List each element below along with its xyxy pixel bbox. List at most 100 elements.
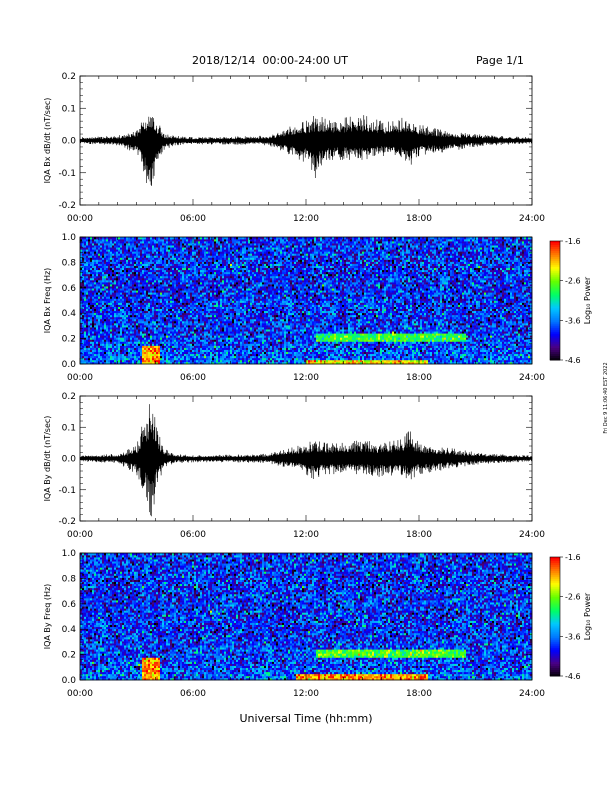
spectrogram-cell xyxy=(184,344,186,346)
spectrogram-cell xyxy=(184,350,186,352)
spectrogram-cell xyxy=(130,290,132,292)
spectrogram-cell xyxy=(180,333,182,335)
spectrogram-cell xyxy=(116,268,118,270)
spectrogram-cell xyxy=(182,270,184,272)
spectrogram-cell xyxy=(142,276,144,278)
spectrogram-cell xyxy=(176,339,178,341)
spectrogram-cell xyxy=(156,286,158,288)
spectrogram-cell xyxy=(162,251,164,253)
spectrogram-cell xyxy=(196,331,198,333)
spectrogram-cell xyxy=(196,296,198,298)
spectrogram-cell xyxy=(184,354,186,356)
spectrogram-cell xyxy=(196,358,198,360)
spectrogram-cell xyxy=(160,315,162,317)
spectrogram-cell xyxy=(120,239,122,241)
spectrogram-cell xyxy=(106,356,108,358)
spectrogram-cell xyxy=(106,309,108,311)
spectrogram-cell xyxy=(160,303,162,305)
y-tick-label: -0.1 xyxy=(58,169,76,179)
spectrogram-cell xyxy=(156,329,158,331)
spectrogram-cell xyxy=(90,294,92,296)
spectrogram-cell xyxy=(146,348,148,350)
spectrogram-cell xyxy=(100,290,102,292)
spectrogram-cell xyxy=(114,344,116,346)
spectrogram-cell xyxy=(192,255,194,257)
spectrogram-cell xyxy=(160,305,162,307)
spectrogram-cell xyxy=(124,331,126,333)
spectrogram-cell xyxy=(146,280,148,282)
spectrogram-cell xyxy=(86,239,88,241)
spectrogram-cell xyxy=(192,325,194,327)
spectrogram-cell xyxy=(88,348,90,350)
spectrogram-cell xyxy=(100,298,102,300)
spectrogram-cell xyxy=(110,241,112,243)
spectrogram-cell xyxy=(196,284,198,286)
spectrogram-cell xyxy=(166,249,168,251)
spectrogram-cell xyxy=(156,296,158,298)
spectrogram-cell xyxy=(130,313,132,315)
spectrogram-cell xyxy=(116,307,118,309)
spectrogram-cell xyxy=(112,303,114,305)
spectrogram-cell xyxy=(118,241,120,243)
spectrogram-cell xyxy=(170,325,172,327)
spectrogram-cell xyxy=(160,301,162,303)
spectrogram-cell xyxy=(94,339,96,341)
spectrogram-cell xyxy=(184,309,186,311)
spectrogram-cell xyxy=(186,290,188,292)
spectrogram-cell xyxy=(138,245,140,247)
spectrogram-cell xyxy=(92,354,94,356)
spectrogram-cell xyxy=(108,255,110,257)
spectrogram-cell xyxy=(106,303,108,305)
spectrogram-cell xyxy=(180,278,182,280)
spectrogram-cell xyxy=(180,274,182,276)
spectrogram-cell xyxy=(182,255,184,257)
spectrogram-cell xyxy=(96,348,98,350)
spectrogram-cell xyxy=(94,290,96,292)
spectrogram-cell xyxy=(148,319,150,321)
spectrogram-cell xyxy=(190,339,192,341)
spectrogram-cell xyxy=(114,323,116,325)
spectrogram-cell xyxy=(160,309,162,311)
spectrogram-cell xyxy=(182,346,184,348)
spectrogram-cell xyxy=(176,245,178,247)
spectrogram-cell xyxy=(178,315,180,317)
spectrogram-cell xyxy=(102,280,104,282)
spectrogram-cell xyxy=(126,309,128,311)
spectrogram-cell xyxy=(100,251,102,253)
spectrogram-cell xyxy=(100,309,102,311)
spectrogram-cell xyxy=(164,243,166,245)
spectrogram-cell xyxy=(160,296,162,298)
spectrogram-cell xyxy=(152,352,154,354)
spectrogram-cell xyxy=(186,282,188,284)
spectrogram-cell xyxy=(158,344,160,346)
spectrogram-cell xyxy=(172,323,174,325)
spectrogram-cell xyxy=(196,301,198,303)
spectrogram-cell xyxy=(178,348,180,350)
spectrogram-cell xyxy=(164,344,166,346)
spectrogram-cell xyxy=(172,356,174,358)
spectrogram-cell xyxy=(180,296,182,298)
spectrogram-cell xyxy=(198,344,200,346)
spectrogram-cell xyxy=(132,272,134,274)
spectrogram-cell xyxy=(168,284,170,286)
spectrogram-cell xyxy=(100,262,102,264)
spectrogram-cell xyxy=(178,333,180,335)
spectrogram-cell xyxy=(190,251,192,253)
spectrogram-cell xyxy=(168,319,170,321)
spectrogram-cell xyxy=(156,346,158,348)
spectrogram-cell xyxy=(128,284,130,286)
spectrogram-cell xyxy=(186,278,188,280)
spectrogram-cell xyxy=(170,360,172,362)
spectrogram-cell xyxy=(164,352,166,354)
spectrogram-cell xyxy=(176,315,178,317)
spectrogram-cell xyxy=(150,288,152,290)
spectrogram-cell xyxy=(182,356,184,358)
spectrogram-cell xyxy=(114,352,116,354)
spectrogram-cell xyxy=(156,327,158,329)
spectrogram-cell xyxy=(112,313,114,315)
spectrogram-cell xyxy=(128,327,130,329)
spectrogram-cell xyxy=(100,337,102,339)
spectrogram-cell xyxy=(184,249,186,251)
spectrogram-cell xyxy=(96,239,98,241)
spectrogram-cell xyxy=(124,286,126,288)
